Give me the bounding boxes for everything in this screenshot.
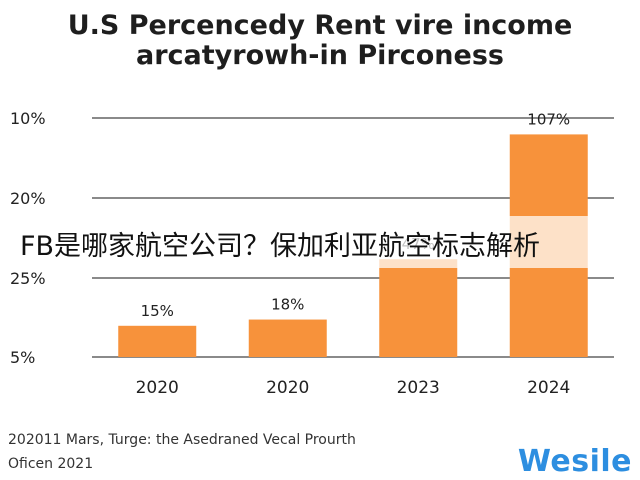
- x-tick-label: 2020: [266, 378, 309, 398]
- footnote-date: Oficen 2021: [8, 456, 94, 472]
- y-tick-label: 5%: [10, 348, 35, 367]
- footnote-source: 202011 Mars, Turge: the Asedraned Vecal …: [8, 432, 356, 448]
- bar-2020: [118, 325, 197, 357]
- y-tick-label: 20%: [10, 189, 46, 208]
- y-tick-label: 10%: [10, 109, 46, 128]
- data-label: 107%: [527, 110, 570, 128]
- caption-overlay-band: [0, 216, 640, 268]
- y-tick-label: 25%: [10, 269, 46, 288]
- caption-overlay-text: FB是哪家航空公司？保加利亚航空标志解析: [20, 231, 541, 262]
- brand-logo: Wesile: [517, 444, 632, 479]
- x-tick-label: 2023: [397, 378, 440, 398]
- chart-title-line2: arcatyrowh-in Pirconess: [136, 40, 504, 71]
- bar-2023: [379, 259, 458, 357]
- chart-title-line1: U.S Percencedy Rent vire income: [67, 10, 573, 41]
- data-label: 15%: [141, 302, 174, 320]
- x-tick-label: 2024: [527, 378, 570, 398]
- x-tick-label: 2020: [136, 378, 179, 398]
- bar-2020: [248, 319, 327, 357]
- data-label: 18%: [271, 296, 304, 314]
